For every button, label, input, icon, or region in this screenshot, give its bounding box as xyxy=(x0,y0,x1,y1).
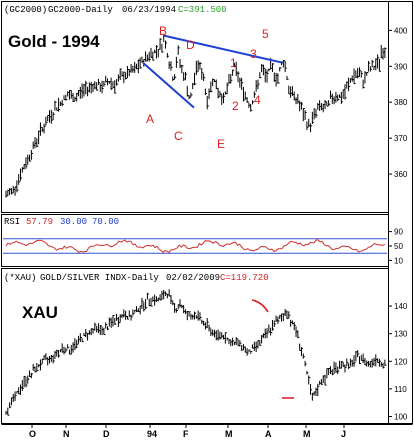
wave-label: 3 xyxy=(250,47,257,61)
x-tick-label: M xyxy=(225,429,233,439)
top-y-tick-label: 400 xyxy=(394,26,408,35)
bottom-y-tick-label: 120 xyxy=(394,357,408,366)
top-date: 06/23/1994 xyxy=(122,5,176,15)
top-big-title: Gold - 1994 xyxy=(8,32,100,51)
rsi-value: 57.79 xyxy=(26,217,53,227)
wave-label: 1 xyxy=(230,56,237,70)
rsi-y-tick-label: 90 xyxy=(394,228,403,237)
bottom-y-tick-label: 140 xyxy=(394,302,408,311)
top-description: GC2000-Daily xyxy=(48,5,113,15)
rsi-group xyxy=(3,238,387,254)
wave-label: 4 xyxy=(254,93,261,107)
x-tick-label: 94 xyxy=(147,429,157,439)
wave-label: C xyxy=(174,129,183,143)
rsi-level-high: 70.00 xyxy=(92,217,119,227)
top-close-label: C=391.500 xyxy=(178,5,227,15)
top-y-tick-label: 380 xyxy=(394,98,408,107)
rsi-label: RSI xyxy=(4,217,20,227)
bottom-symbol: (*XAU) xyxy=(4,273,36,283)
rsi-panel-frame xyxy=(1,214,389,267)
top-y-tick-label: 390 xyxy=(394,62,408,71)
wave-label: A xyxy=(146,112,154,126)
bottom-y-tick-label: 130 xyxy=(394,330,408,339)
bottom-close-label: C=119.720 xyxy=(220,273,269,283)
bottom-price-bars xyxy=(5,289,387,416)
x-tick-label: A xyxy=(265,429,272,439)
wave-label: 5 xyxy=(262,27,269,41)
trend-line-ac xyxy=(142,61,195,109)
axis-ticks: 400 390 380 370 360 90 50 10 140 130 120 110 100 O N D 9… xyxy=(29,26,408,439)
wave-label: E xyxy=(217,137,225,151)
bottom-panel-frame xyxy=(1,268,389,424)
x-tick-label: N xyxy=(63,429,70,439)
top-symbol: (GC2000) xyxy=(4,5,47,15)
x-tick-label: J xyxy=(341,429,346,439)
bottom-description: GOLD/SILVER INDX-Daily xyxy=(40,273,159,283)
rsi-level-low: 30.00 xyxy=(60,217,87,227)
xau-top-arc xyxy=(251,299,269,313)
x-tick-label: F xyxy=(183,429,189,439)
wave-label: D xyxy=(186,38,195,52)
rsi-y-tick-label: 50 xyxy=(394,242,403,251)
top-panel-frame xyxy=(1,1,389,213)
bottom-y-tick-label: 100 xyxy=(394,412,408,421)
rsi-line xyxy=(5,239,385,254)
top-y-tick-label: 360 xyxy=(394,170,408,179)
right-axis-strip xyxy=(388,1,413,424)
annotations: A B C D E 1 2 3 4 5 xyxy=(142,24,294,399)
bottom-date: 02/02/2009 xyxy=(166,273,220,283)
top-price-bars xyxy=(5,34,387,198)
x-tick-label: O xyxy=(29,429,36,439)
bottom-big-title: XAU xyxy=(22,303,58,322)
rsi-y-tick-label: 10 xyxy=(394,256,403,265)
trend-line-bd xyxy=(164,34,283,64)
wave-label: 2 xyxy=(232,99,239,113)
bottom-y-tick-label: 110 xyxy=(394,385,407,394)
top-y-tick-label: 370 xyxy=(394,134,408,143)
wave-label: B xyxy=(159,24,167,38)
x-tick-label: D xyxy=(103,429,110,439)
x-tick-label: M xyxy=(303,429,311,439)
